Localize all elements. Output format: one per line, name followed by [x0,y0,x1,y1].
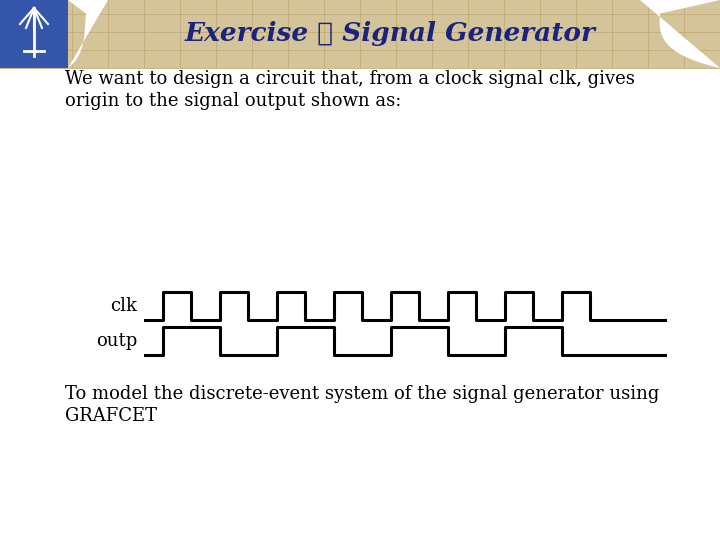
Text: clk: clk [110,297,137,315]
Text: origin to the signal output shown as:: origin to the signal output shown as: [65,92,401,110]
Text: Exercise ： Signal Generator: Exercise ： Signal Generator [184,22,595,46]
Text: outp: outp [96,332,137,350]
Text: We want to design a circuit that, from a clock signal clk, gives: We want to design a circuit that, from a… [65,70,635,88]
PathPatch shape [68,0,108,68]
Bar [0,0,68,68]
Bar [0,0,720,68]
Text: GRAFCET: GRAFCET [65,407,157,425]
PathPatch shape [640,0,720,68]
Text: To model the discrete-event system of the signal generator using: To model the discrete-event system of th… [65,385,660,403]
